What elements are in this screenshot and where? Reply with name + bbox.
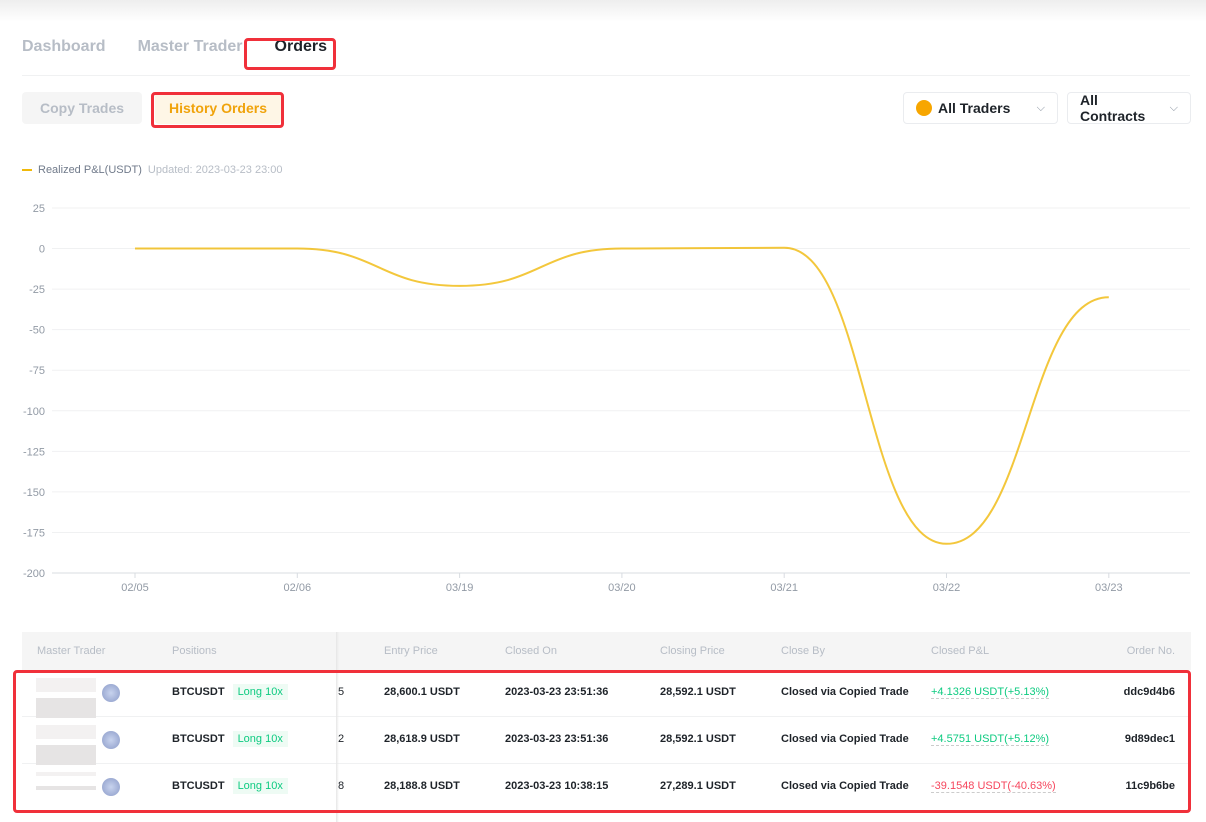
col-master-trader: Master Trader bbox=[37, 645, 106, 657]
highlight-box-history bbox=[151, 92, 284, 128]
col-order-no: Order No. bbox=[1126, 645, 1175, 657]
history-orders-button[interactable]: History Orders bbox=[155, 92, 281, 124]
position-cell: BTCUSDT Long 10x bbox=[172, 778, 288, 794]
y-tick-label: -50 bbox=[29, 325, 45, 337]
symbol: BTCUSDT bbox=[172, 780, 225, 792]
col-closed-pnl: Closed P&L bbox=[931, 645, 990, 657]
y-tick-label: -200 bbox=[23, 568, 45, 580]
pnl-chart: 25 0 -25 -50 -75 -100 -125 -150 -175 -200 02/05 02/… bbox=[23, 203, 1190, 594]
updated-time: Updated: 2023-03-23 23:00 bbox=[147, 164, 283, 176]
x-tick-label: 02/06 bbox=[284, 582, 312, 594]
x-tick-label: 02/05 bbox=[121, 582, 149, 594]
position-cell: BTCUSDT Long 10x bbox=[172, 731, 288, 747]
chart-legend: Realized P&L(USDT) Updated: 2023-03-23 2… bbox=[22, 164, 282, 176]
closed-on: 2023-03-23 23:51:36 bbox=[505, 686, 609, 698]
y-tick-label: -100 bbox=[23, 406, 45, 418]
partial-cell: 8 bbox=[338, 780, 345, 792]
y-tick-label: -25 bbox=[29, 284, 45, 296]
trader-name-blurred bbox=[36, 698, 96, 718]
entry-price: 28,600.1 USDT bbox=[384, 686, 460, 698]
col-closed-on: Closed On bbox=[505, 645, 557, 657]
x-tick-label: 03/19 bbox=[446, 582, 474, 594]
side-tag: Long 10x bbox=[232, 778, 288, 794]
x-tick-label: 03/23 bbox=[1095, 582, 1123, 594]
y-tick-label: -150 bbox=[23, 487, 45, 499]
trader-badge-icon bbox=[102, 731, 120, 749]
symbol: BTCUSDT bbox=[172, 733, 225, 745]
table-row: BTCUSDT Long 10x 2 28,618.9 USDT 2023-03-… bbox=[22, 717, 1191, 765]
chevron-down-icon: ⌵ bbox=[1036, 101, 1045, 114]
trader-avatar-blurred bbox=[36, 678, 96, 692]
closing-price: 28,592.1 USDT bbox=[660, 686, 736, 698]
x-tick-label: 03/22 bbox=[933, 582, 961, 594]
chevron-down-icon: ⌵ bbox=[1169, 101, 1178, 114]
closed-on: 2023-03-23 10:38:15 bbox=[505, 780, 609, 792]
entry-price: 28,188.8 USDT bbox=[384, 780, 460, 792]
highlight-box-orders bbox=[244, 38, 336, 70]
tab-dashboard[interactable]: Dashboard bbox=[22, 38, 106, 55]
trader-badge-icon bbox=[102, 684, 120, 702]
tab-divider bbox=[22, 75, 1190, 76]
order-no: 9d89dec1 bbox=[1124, 733, 1175, 745]
copy-trades-button[interactable]: Copy Trades bbox=[22, 92, 142, 124]
main-tabs: Dashboard Master Trader Orders bbox=[22, 38, 328, 70]
side-tag: Long 10x bbox=[232, 731, 288, 747]
entry-price: 28,618.9 USDT bbox=[384, 733, 460, 745]
y-tick-label: 0 bbox=[39, 244, 45, 256]
col-closing-price: Closing Price bbox=[660, 645, 725, 657]
closed-on: 2023-03-23 23:51:36 bbox=[505, 733, 609, 745]
table-header: Master Trader Positions Entry Price Clos… bbox=[22, 632, 1191, 670]
col-entry-price: Entry Price bbox=[384, 645, 438, 657]
y-tick-label: -75 bbox=[29, 365, 45, 377]
fixed-column-shadow bbox=[336, 632, 339, 822]
col-close-by: Close By bbox=[781, 645, 826, 657]
close-by: Closed via Copied Trade bbox=[781, 780, 909, 792]
side-tag: Long 10x bbox=[232, 684, 288, 700]
col-positions: Positions bbox=[172, 645, 217, 657]
contracts-filter-select[interactable]: All Contracts ⌵ bbox=[1067, 92, 1191, 124]
order-no: ddc9d4b6 bbox=[1123, 686, 1175, 698]
position-cell: BTCUSDT Long 10x bbox=[172, 684, 288, 700]
x-tick-label: 03/20 bbox=[608, 582, 636, 594]
pnl-series-line bbox=[134, 246, 1109, 545]
closed-pnl[interactable]: +4.1326 USDT(+5.13%) bbox=[931, 686, 1050, 699]
table-row: BTCUSDT Long 10x 5 28,600.1 USDT 2023-03-… bbox=[22, 670, 1191, 718]
partial-cell: 2 bbox=[338, 733, 345, 745]
x-tick-label: 03/21 bbox=[770, 582, 798, 594]
close-by: Closed via Copied Trade bbox=[781, 686, 909, 698]
top-bar-shadow bbox=[0, 0, 1206, 22]
tab-master-trader[interactable]: Master Trader bbox=[137, 38, 243, 55]
traders-filter-label: All Traders bbox=[938, 100, 1011, 116]
traders-icon bbox=[916, 100, 932, 116]
legend-swatch bbox=[22, 169, 32, 171]
trader-avatar-blurred bbox=[36, 772, 96, 776]
trader-name-blurred bbox=[36, 745, 96, 765]
closing-price: 27,289.1 USDT bbox=[660, 780, 736, 792]
y-tick-label: -175 bbox=[23, 527, 45, 539]
trader-badge-icon bbox=[102, 778, 120, 796]
traders-filter-select[interactable]: All Traders ⌵ bbox=[903, 92, 1058, 124]
y-tick-label: 25 bbox=[33, 203, 45, 215]
closed-pnl[interactable]: +4.5751 USDT(+5.12%) bbox=[931, 733, 1050, 746]
trader-name-blurred bbox=[36, 786, 96, 790]
closing-price: 28,592.1 USDT bbox=[660, 733, 736, 745]
contracts-filter-label: All Contracts bbox=[1080, 92, 1146, 124]
symbol: BTCUSDT bbox=[172, 686, 225, 698]
highlight-box-rows bbox=[13, 670, 1191, 813]
legend-label: Realized P&L(USDT) bbox=[38, 164, 142, 176]
order-no: 11c9b6be bbox=[1125, 780, 1175, 792]
closed-pnl[interactable]: -39.1548 USDT(-40.63%) bbox=[931, 780, 1056, 793]
trader-avatar-blurred bbox=[36, 725, 96, 739]
close-by: Closed via Copied Trade bbox=[781, 733, 909, 745]
y-tick-label: -125 bbox=[23, 446, 45, 458]
partial-cell: 5 bbox=[338, 686, 345, 698]
